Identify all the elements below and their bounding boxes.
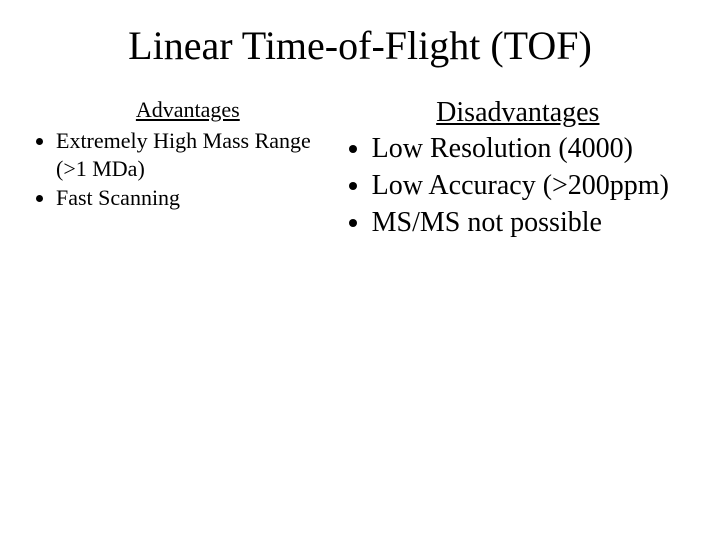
list-item: MS/MS not possible xyxy=(372,205,690,240)
advantages-list: Extremely High Mass Range (>1 MDa) Fast … xyxy=(30,127,346,212)
disadvantages-column: Disadvantages Low Resolution (4000) Low … xyxy=(346,97,690,242)
slide-title: Linear Time-of-Flight (TOF) xyxy=(0,0,720,69)
two-column-layout: Advantages Extremely High Mass Range (>1… xyxy=(0,97,720,242)
list-item: Fast Scanning xyxy=(56,184,346,212)
advantages-column: Advantages Extremely High Mass Range (>1… xyxy=(30,97,346,242)
disadvantages-list: Low Resolution (4000) Low Accuracy (>200… xyxy=(346,131,690,240)
slide: Linear Time-of-Flight (TOF) Advantages E… xyxy=(0,0,720,540)
list-item: Low Accuracy (>200ppm) xyxy=(372,168,690,203)
list-item: Extremely High Mass Range (>1 MDa) xyxy=(56,127,346,182)
disadvantages-heading: Disadvantages xyxy=(346,97,690,129)
advantages-heading: Advantages xyxy=(30,97,346,123)
list-item: Low Resolution (4000) xyxy=(372,131,690,166)
